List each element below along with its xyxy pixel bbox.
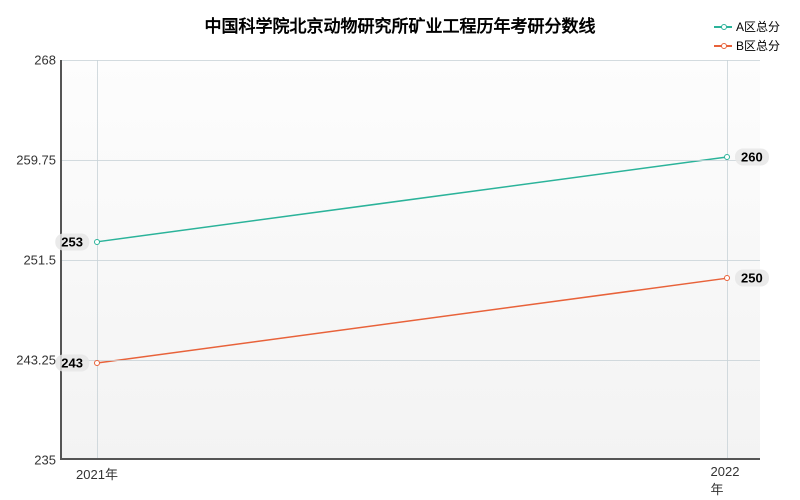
data-point	[94, 360, 100, 366]
x-tick-label: 2021年	[76, 458, 118, 483]
y-tick-label: 243.25	[16, 353, 62, 368]
grid-line	[97, 60, 98, 458]
data-point	[724, 154, 730, 160]
y-tick-label: 268	[34, 53, 62, 68]
legend: A区总分 B区总分	[714, 18, 780, 56]
y-tick-label: 251.5	[23, 253, 62, 268]
x-tick-label: 2022年	[711, 458, 744, 498]
line-layer	[62, 60, 760, 458]
legend-item-a: A区总分	[714, 18, 780, 35]
data-point	[724, 275, 730, 281]
grid-line	[62, 260, 760, 261]
chart-title: 中国科学院北京动物研究所矿业工程历年考研分数线	[0, 12, 800, 37]
y-tick-label: 235	[34, 453, 62, 468]
grid-line	[62, 360, 760, 361]
y-tick-label: 259.75	[16, 153, 62, 168]
chart-container: 中国科学院北京动物研究所矿业工程历年考研分数线 A区总分 B区总分 235243…	[0, 0, 800, 500]
grid-line	[62, 160, 760, 161]
legend-label-a: A区总分	[736, 18, 780, 35]
grid-line	[62, 60, 760, 61]
plot-area: 235243.25251.5259.752682021年2022年2532602…	[60, 60, 760, 460]
grid-line	[727, 60, 728, 458]
legend-swatch-a	[714, 26, 732, 28]
data-point	[94, 239, 100, 245]
legend-label-b: B区总分	[736, 37, 780, 54]
legend-item-b: B区总分	[714, 37, 780, 54]
legend-swatch-b	[714, 45, 732, 47]
series-line	[97, 278, 727, 363]
series-line	[97, 157, 727, 242]
